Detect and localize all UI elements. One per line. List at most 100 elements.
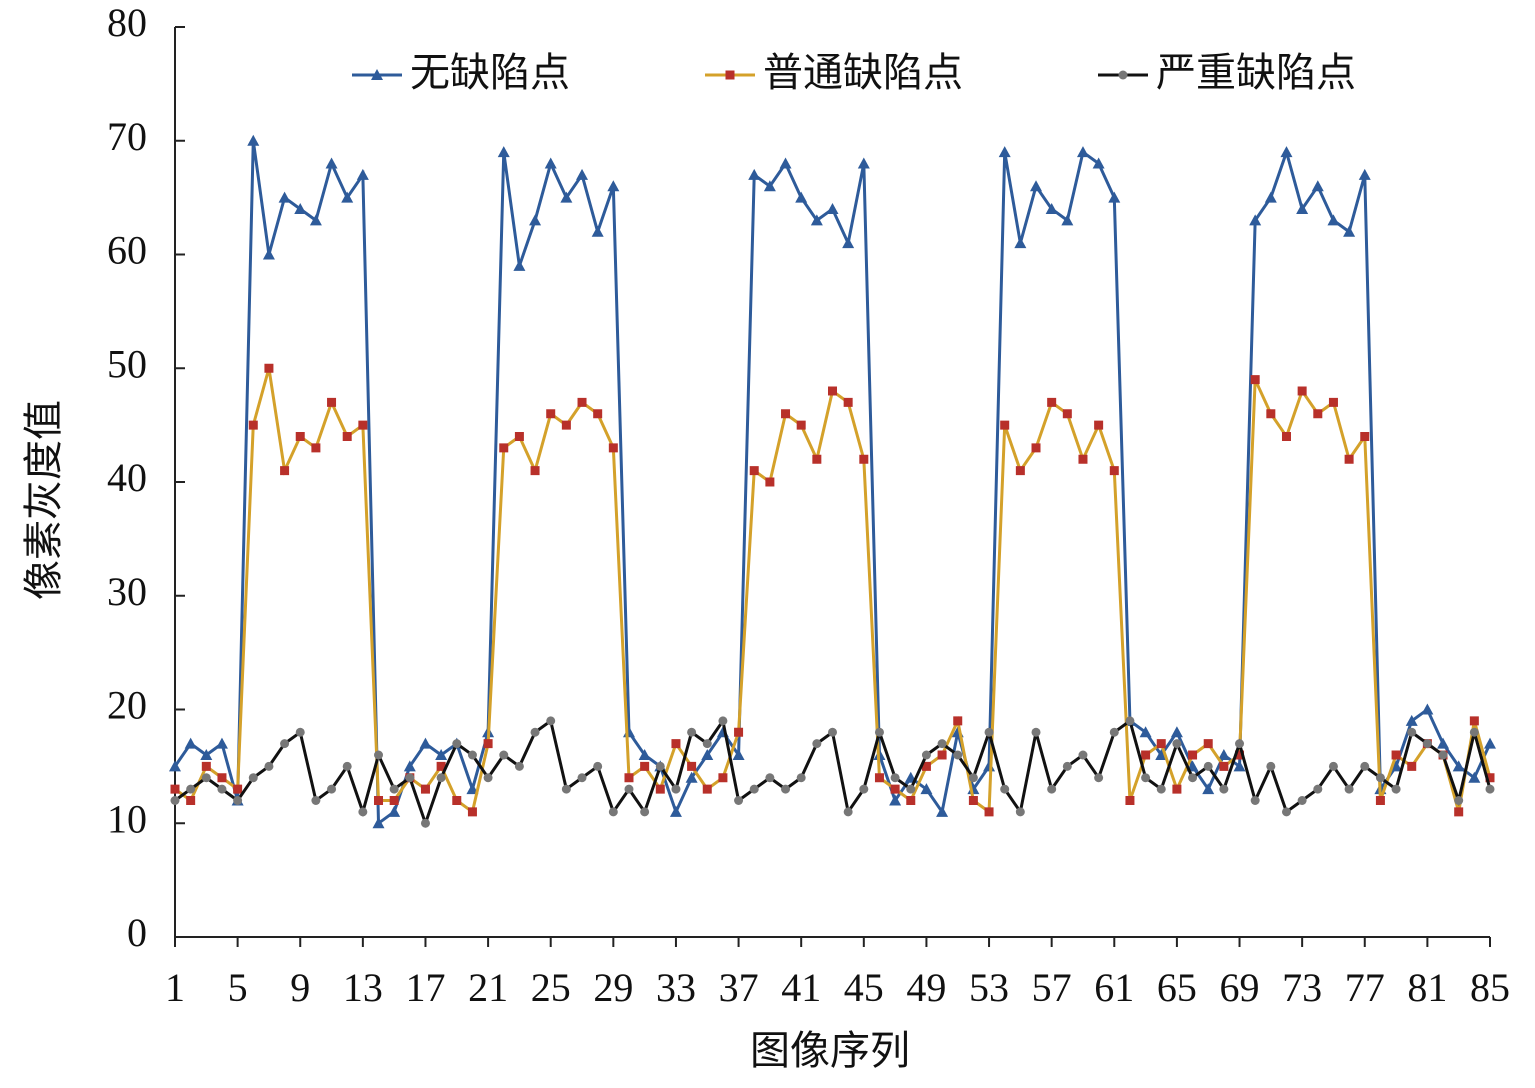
marker [1172, 739, 1182, 749]
marker [874, 773, 884, 783]
x-tick-label: 1 [165, 965, 185, 1010]
marker [374, 750, 384, 760]
marker [295, 432, 305, 441]
marker [1141, 750, 1151, 760]
marker [419, 737, 432, 749]
marker [294, 203, 307, 214]
x-tick-label: 77 [1345, 965, 1385, 1010]
marker [1281, 432, 1291, 441]
marker [1375, 773, 1385, 783]
x-tick-label: 65 [1157, 965, 1197, 1010]
marker [1031, 727, 1041, 737]
marker [1188, 750, 1198, 760]
marker [1092, 157, 1105, 169]
marker [1485, 773, 1495, 783]
x-tick-label: 17 [405, 965, 445, 1010]
x-axis-label: 图像序列 [750, 1028, 910, 1073]
marker [1078, 454, 1088, 464]
marker [1250, 375, 1260, 385]
marker [1000, 420, 1010, 430]
marker [1125, 796, 1135, 805]
marker [655, 761, 665, 771]
marker [1328, 761, 1338, 771]
marker [1076, 146, 1089, 158]
marker [781, 784, 791, 794]
marker [452, 796, 462, 805]
series-line [173, 140, 1492, 827]
marker [389, 784, 399, 794]
marker [779, 157, 792, 169]
x-tick-label: 5 [228, 965, 248, 1010]
marker [968, 796, 978, 805]
marker [576, 168, 589, 180]
marker [327, 397, 337, 407]
marker [1217, 749, 1230, 760]
marker [295, 727, 305, 737]
marker [467, 807, 477, 817]
marker [233, 784, 243, 794]
marker [264, 363, 274, 373]
marker [624, 784, 634, 794]
marker [1405, 714, 1418, 726]
x-tick-label: 45 [844, 965, 884, 1010]
marker [1203, 761, 1213, 771]
marker [405, 773, 415, 783]
marker [984, 807, 994, 817]
marker [513, 259, 526, 271]
marker [420, 784, 430, 794]
marker [1109, 727, 1119, 737]
marker [983, 760, 996, 772]
legend-marker [1118, 70, 1128, 80]
x-tick-label: 21 [468, 965, 508, 1010]
marker [1219, 761, 1229, 771]
marker [1266, 761, 1276, 771]
marker [546, 716, 556, 726]
marker [701, 749, 714, 760]
y-tick-label: 70 [107, 114, 147, 159]
y-tick-label: 50 [107, 341, 147, 386]
marker [577, 397, 587, 407]
marker [748, 168, 761, 180]
marker [640, 807, 650, 817]
marker [1078, 750, 1088, 760]
marker [388, 805, 401, 817]
x-tick-label: 37 [719, 965, 759, 1010]
marker [1109, 466, 1119, 476]
marker [998, 146, 1011, 158]
marker [1280, 146, 1293, 158]
marker [169, 760, 181, 772]
marker [593, 761, 603, 771]
marker [389, 796, 399, 805]
marker [1202, 783, 1215, 795]
marker [1235, 739, 1245, 749]
marker [921, 761, 931, 771]
x-tick-label: 69 [1220, 965, 1260, 1010]
marker [843, 807, 853, 817]
marker [530, 466, 540, 476]
marker [577, 773, 587, 783]
marker [1108, 191, 1121, 203]
marker [937, 750, 947, 760]
marker [669, 805, 682, 817]
marker [1391, 750, 1401, 760]
marker [687, 761, 697, 771]
marker [1407, 761, 1417, 771]
marker [812, 739, 822, 749]
marker [1296, 203, 1309, 214]
marker [702, 739, 712, 749]
marker [499, 443, 509, 453]
marker [1156, 739, 1166, 749]
marker [1297, 386, 1307, 396]
marker [327, 784, 337, 794]
marker [655, 784, 665, 794]
marker [561, 784, 571, 794]
marker [1047, 397, 1057, 407]
marker [170, 796, 180, 805]
marker [1047, 784, 1057, 794]
marker [1343, 225, 1356, 237]
marker [640, 761, 650, 771]
marker [1452, 760, 1465, 772]
marker [1203, 739, 1213, 749]
y-tick-label: 60 [107, 228, 147, 273]
marker [1061, 214, 1074, 226]
